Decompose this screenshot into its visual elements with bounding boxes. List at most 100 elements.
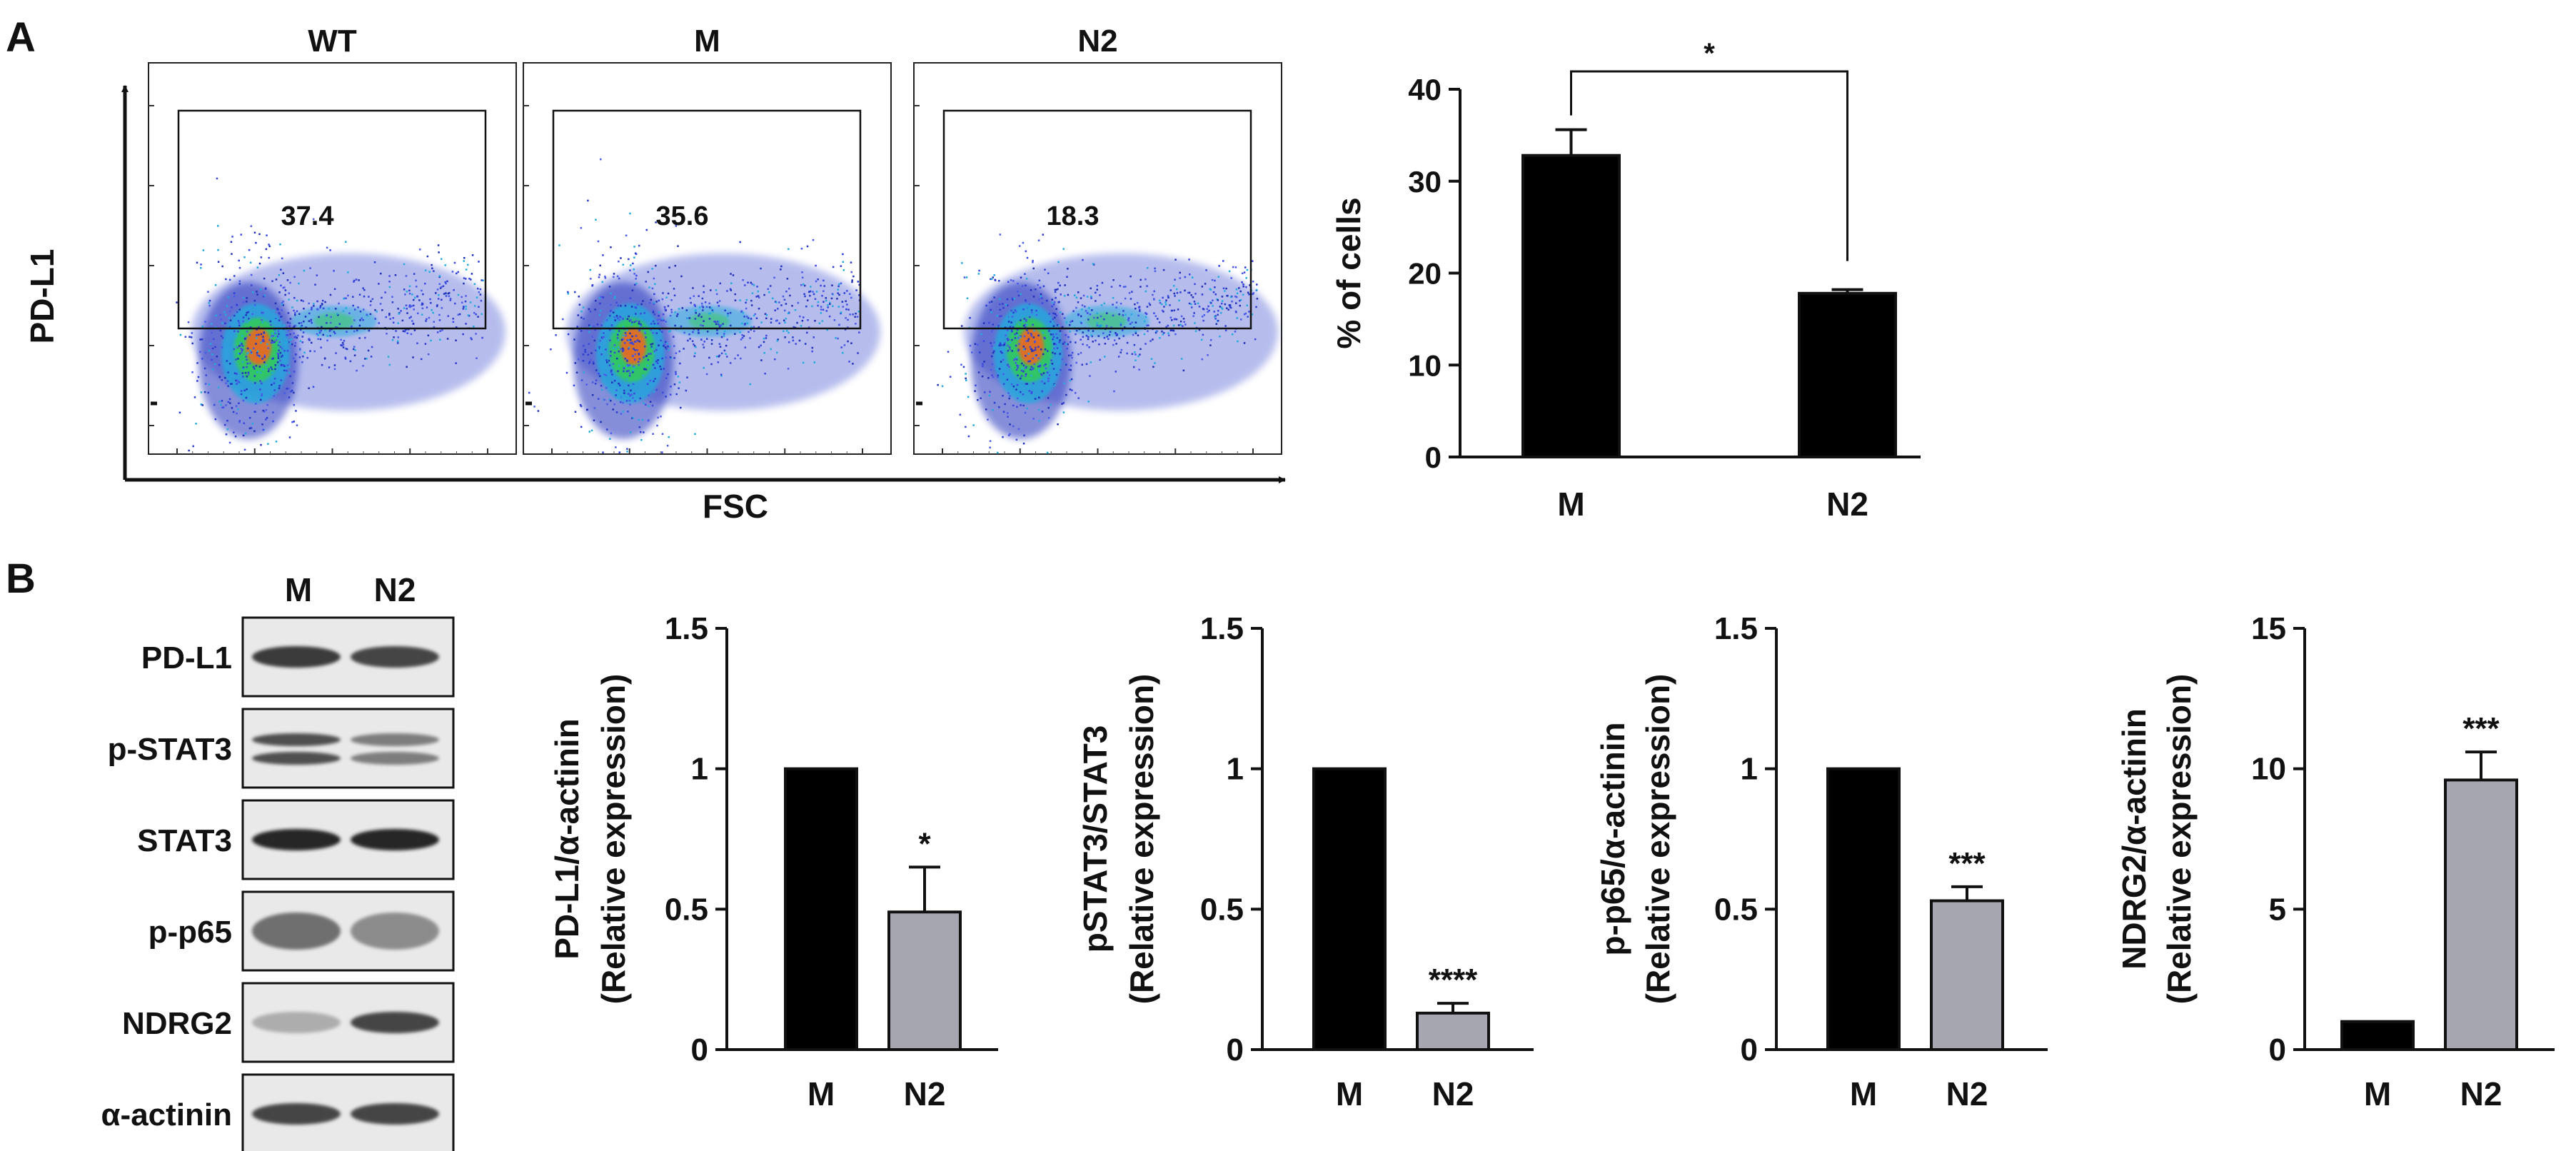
y-tick-label: 1	[691, 752, 708, 787]
pstat3-bar-chart: 0 0.5 1 1.5 pSTAT3/STAT3 (Relative expression…	[1077, 611, 1534, 1112]
blot-row--actinin: α-actinin	[101, 1073, 455, 1151]
blot-band-n2	[351, 646, 439, 668]
y-tick-label: 0.5	[1200, 892, 1244, 927]
blot-band-m	[252, 752, 341, 765]
bar-n2	[1416, 1011, 1490, 1052]
y-tick-label: 30	[1408, 165, 1442, 198]
y-axis-label: % of cells	[1330, 197, 1367, 348]
blot-band-m	[252, 646, 341, 668]
blot-band-m	[252, 913, 341, 950]
blot-label: PD-L1	[141, 640, 232, 675]
blot-band-m	[252, 829, 341, 850]
blot-row-pd-l1: PD-L1	[141, 616, 455, 698]
y-tick-label: 5	[2269, 892, 2286, 927]
significance-marker: ***	[1948, 846, 1986, 881]
flow-y-axis-label: PD-L1	[24, 249, 61, 344]
flow-gate-percent: 18.3	[1047, 201, 1100, 231]
flow-ticks	[914, 105, 1254, 454]
bar-n2	[1930, 899, 2004, 1051]
flow-panel-title: WT	[308, 24, 357, 59]
y-tick-label: 10	[1408, 348, 1442, 382]
significance-marker: ***	[2462, 711, 2500, 746]
x-category-label: N2	[2460, 1075, 2502, 1112]
y-tick-label: 20	[1408, 257, 1442, 291]
pdl1-bar-chart: 0 0.5 1 1.5 PD-L1/α-actinin (Relative express…	[548, 611, 998, 1112]
y-tick-label: 1	[1741, 752, 1758, 787]
x-category-label: M	[2364, 1075, 2391, 1112]
y-tick-label: 0	[1425, 441, 1442, 474]
flow-ticks	[149, 105, 488, 454]
x-category-label: M	[807, 1075, 835, 1112]
blot-band-m	[252, 733, 341, 746]
bar-m	[2340, 1020, 2415, 1051]
y-axis-label-2: (Relative expression)	[1123, 674, 1160, 1005]
flow-gate	[942, 109, 1252, 330]
flow-gate-percent: 37.4	[281, 201, 334, 231]
y-tick-label: 15	[2251, 611, 2286, 646]
y-axis-label-2: (Relative expression)	[2160, 674, 2198, 1005]
blot-band-n2	[351, 913, 439, 950]
y-tick-label: 10	[2251, 752, 2286, 787]
flow-panel-title: M	[694, 24, 720, 59]
blot-band-m	[252, 1012, 341, 1033]
blot-label: α-actinin	[101, 1097, 233, 1132]
blot-band-n2	[351, 1103, 439, 1125]
blot-label: p-p65	[149, 915, 232, 950]
bar-n2	[2444, 778, 2518, 1052]
flow-gate-percent: 35.6	[656, 201, 709, 231]
blot-row-p-p65: p-p65	[149, 890, 455, 972]
flow-gate	[552, 109, 862, 330]
y-tick-label: 1.5	[665, 611, 708, 646]
blot-band-n2	[351, 829, 439, 850]
bar-m	[1312, 767, 1387, 1051]
blot-row-stat3: STAT3	[137, 799, 455, 880]
blot-label: p-STAT3	[108, 732, 232, 767]
bar-n2	[1798, 291, 1897, 459]
panel-a-label: A	[6, 14, 36, 61]
x-category-label: M	[1557, 486, 1584, 523]
x-category-label: N2	[904, 1075, 946, 1112]
y-tick-label: 0	[1741, 1032, 1758, 1067]
y-axis-label-2: (Relative expression)	[1639, 674, 1676, 1005]
significance-marker: *	[1704, 38, 1715, 69]
bar-n2	[887, 910, 962, 1052]
blot-band-m	[252, 1103, 341, 1125]
y-axis-label: p-p65/α-actinin	[1594, 722, 1631, 955]
blot-row-ndrg2: NDRG2	[122, 982, 455, 1063]
blot-label: STAT3	[137, 823, 232, 858]
y-tick-label: 0	[691, 1032, 708, 1067]
blot-band-n2	[351, 733, 439, 746]
y-tick-label: 40	[1408, 73, 1442, 106]
y-axis-label: PD-L1/α-actinin	[548, 718, 585, 960]
y-tick-label: 1	[1227, 752, 1244, 787]
bar-m	[1826, 767, 1901, 1051]
x-category-label: N2	[1946, 1075, 1988, 1112]
y-tick-label: 1.5	[1714, 611, 1758, 646]
x-category-label: N2	[1826, 486, 1868, 523]
pp65-bar-chart: 0 0.5 1 1.5 p-p65/α-actinin (Relative express…	[1594, 611, 2048, 1112]
x-category-label: N2	[1432, 1075, 1474, 1112]
flow-gate	[177, 109, 487, 330]
y-tick-label: 0	[2269, 1032, 2286, 1067]
y-axis-label-2: (Relative expression)	[595, 674, 632, 1005]
y-axis-label: NDRG2/α-actinin	[2115, 708, 2153, 970]
panel-b-label: B	[6, 556, 36, 602]
significance-marker: *	[918, 826, 931, 861]
flow-density	[176, 177, 505, 452]
bar-m	[1521, 154, 1621, 458]
flow-x-axis-label: FSC	[703, 488, 768, 525]
y-tick-label: 0.5	[665, 892, 708, 927]
ndrg2-bar-chart: 0 5 10 15 NDRG2/α-actinin (Relative expressio…	[2115, 611, 2555, 1112]
flow-panel-wt: WT 37.4	[148, 24, 517, 455]
flow-panel-title: N2	[1077, 24, 1117, 59]
significance-marker: ****	[1429, 962, 1478, 997]
flow-ticks	[523, 105, 863, 454]
x-category-label: M	[1336, 1075, 1363, 1112]
x-category-label: M	[1850, 1075, 1877, 1112]
y-tick-label: 0	[1227, 1032, 1244, 1067]
flow-cytometry: PD-L1 FSC WT 37.4 M 35.6 N2 18.3	[24, 24, 1286, 525]
blot-row-p-stat3: p-STAT3	[108, 708, 455, 789]
blot-band-n2	[351, 1012, 439, 1033]
western-blot: M N2 PD-L1 p-STAT3 STAT3 p-p65 NDRG2 α-actini…	[101, 571, 455, 1151]
